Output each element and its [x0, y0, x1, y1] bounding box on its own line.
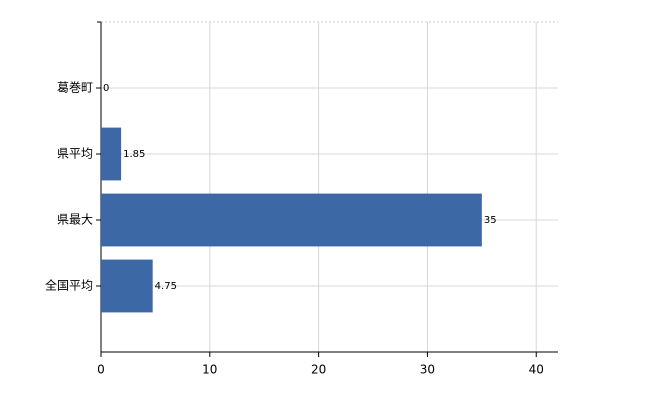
bar: [101, 127, 122, 181]
x-tick-label: 40: [529, 363, 544, 377]
x-tick-label: 20: [311, 363, 326, 377]
y-tick-label: 全国平均: [45, 278, 93, 293]
y-tick-label: 県平均: [57, 147, 93, 161]
x-tick-label: 0: [97, 363, 105, 377]
x-tick-label: 10: [202, 363, 217, 377]
value-label: 35: [484, 215, 497, 226]
value-label: 0: [103, 83, 109, 94]
bar: [101, 193, 482, 247]
value-label: 4.75: [155, 281, 177, 292]
x-tick-label: 30: [420, 363, 435, 377]
value-label: 1.85: [123, 149, 145, 160]
bar: [101, 259, 153, 313]
y-tick-label: 葛巻町: [57, 81, 93, 95]
y-tick-label: 県最大: [57, 213, 93, 227]
